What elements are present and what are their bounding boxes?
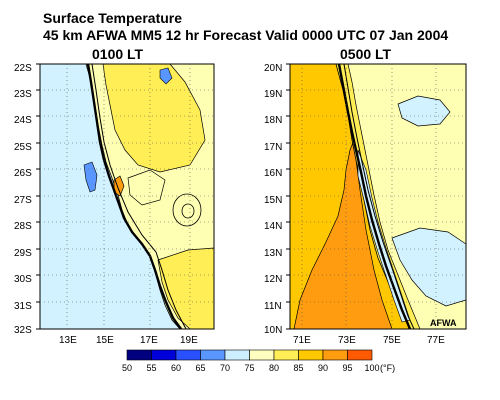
legend-swatch	[347, 349, 373, 361]
map1-lat-tick: 22S	[14, 63, 32, 74]
map2-lat-tick: 20N	[264, 63, 282, 74]
map1-lon-tick: 19E	[180, 335, 198, 346]
map1-lat-ticks: 22S 23S 24S 25S 26S 27S 28S 29S 30S 31S …	[14, 63, 32, 336]
legend-label: 65	[195, 363, 205, 373]
map1-lat-tick: 31S	[14, 301, 32, 312]
legend-label: 50	[122, 363, 132, 373]
map1-lat-tick: 25S	[14, 142, 32, 153]
map1-cool-cell	[83, 161, 98, 193]
map2-credit-label: AFWA	[430, 318, 457, 328]
map1-lat-tick: 29S	[14, 248, 32, 259]
legend-swatch	[298, 349, 324, 361]
map2-tick-marks	[286, 63, 290, 330]
legend-swatch	[151, 349, 177, 361]
legend-label: 70	[220, 363, 230, 373]
map2-cold-patch-south	[391, 227, 466, 307]
legend-label: 55	[146, 363, 156, 373]
legend-swatch	[322, 349, 348, 361]
legend-swatch	[224, 349, 250, 361]
map1-warm-field-south	[157, 247, 214, 329]
map1-contour-inner	[181, 203, 195, 219]
map1-lat-tick: 30S	[14, 274, 32, 285]
color-legend: 50 55 60 65 70 75 80 85 90 95 100 (°F)	[122, 349, 395, 373]
map1-lon-tick: 15E	[96, 335, 114, 346]
legend-swatch	[126, 349, 152, 361]
map2-lat-tick: 10N	[264, 325, 282, 336]
map2	[290, 64, 466, 329]
map2-lat-tick: 11N	[264, 301, 282, 312]
map1	[40, 64, 214, 329]
map2-lat-tick: 16N	[264, 168, 282, 179]
map2-cold-patch-north	[397, 95, 451, 127]
map2-lat-tick: 14N	[264, 221, 282, 232]
map1-graticule	[40, 64, 214, 329]
map2-lat-tick: 19N	[264, 89, 282, 100]
legend-label: 100	[364, 363, 379, 373]
map1-lat-tick: 27S	[14, 195, 32, 206]
legend-swatch	[175, 349, 201, 361]
map1-mild-pocket	[127, 169, 166, 206]
map1-lat-tick: 28S	[14, 221, 32, 232]
map2-lat-tick: 17N	[264, 142, 282, 153]
chart-title: Surface Temperature	[43, 10, 183, 26]
map2-lon-tick: 71E	[293, 335, 311, 346]
map1-lat-tick: 23S	[14, 89, 32, 100]
map2-lon-tick: 73E	[338, 335, 356, 346]
map2-hot-field	[293, 139, 393, 329]
map1-lon-tick: 13E	[59, 335, 77, 346]
map1-cool-cell-north	[159, 67, 173, 85]
map1-warm-field	[102, 64, 206, 173]
map2-coastline	[337, 64, 412, 329]
legend-label: 80	[269, 363, 279, 373]
map2-lat-tick: 12N	[264, 274, 282, 285]
map2-lat-tick: 15N	[264, 195, 282, 206]
map2-lat-ticks: 20N 19N 18N 17N 16N 15N 14N 13N 12N 11N …	[264, 63, 282, 336]
map1-coastline	[86, 64, 182, 329]
map1-lat-tick: 32S	[14, 325, 32, 336]
legend-label: 95	[342, 363, 352, 373]
legend-swatch	[273, 349, 299, 361]
legend-label: 75	[244, 363, 254, 373]
map1-time-label: 0100 LT	[92, 46, 144, 62]
map1-lat-tick: 26S	[14, 168, 32, 179]
map1-contour-ring	[172, 193, 202, 227]
chart-subtitle: 45 km AFWA MM5 12 hr Forecast Valid 0000…	[43, 27, 449, 43]
map2-lat-tick: 18N	[264, 115, 282, 126]
map2-lon-tick: 75E	[383, 335, 401, 346]
map1-lat-tick: 24S	[14, 115, 32, 126]
map1-lon-ticks: 13E 15E 17E 19E	[59, 335, 198, 346]
map2-lon-tick: 77E	[427, 335, 445, 346]
map2-time-label: 0500 LT	[340, 46, 392, 62]
legend-label: 90	[318, 363, 328, 373]
legend-swatch	[249, 349, 275, 361]
legend-label: 85	[293, 363, 303, 373]
legend-unit: (°F)	[380, 363, 395, 373]
map2-lon-ticks: 71E 73E 75E 77E	[293, 335, 445, 346]
map1-lon-tick: 17E	[140, 335, 158, 346]
legend-label: 60	[171, 363, 181, 373]
legend-swatch	[200, 349, 226, 361]
map1-tick-marks	[36, 63, 40, 330]
map2-graticule	[290, 64, 466, 329]
map2-lat-tick: 13N	[264, 248, 282, 259]
